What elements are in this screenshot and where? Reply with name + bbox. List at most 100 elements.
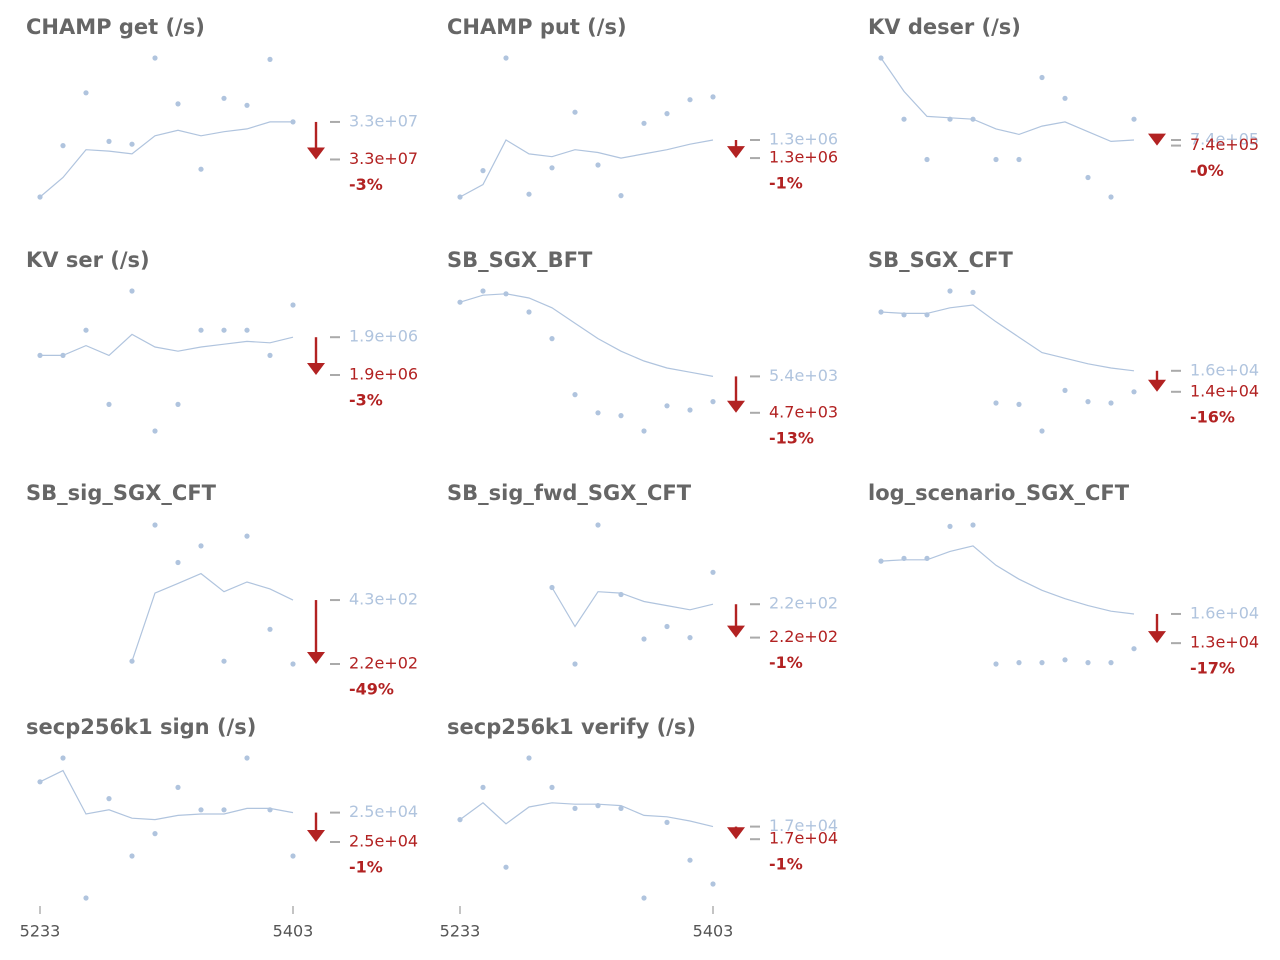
data-point xyxy=(664,403,670,409)
chart-title: SB_sig_SGX_CFT xyxy=(26,481,217,505)
data-point xyxy=(244,102,250,108)
data-point xyxy=(901,312,907,318)
data-point xyxy=(993,661,999,667)
data-point xyxy=(1131,116,1137,122)
data-point xyxy=(595,522,601,528)
data-point xyxy=(106,796,112,802)
current-value-label: 1.9e+06 xyxy=(349,365,418,384)
data-point xyxy=(549,336,555,342)
current-value-label: 4.7e+03 xyxy=(769,402,838,421)
data-point xyxy=(175,559,181,566)
data-point xyxy=(106,401,112,407)
data-point xyxy=(152,428,158,434)
data-point xyxy=(641,428,647,434)
data-point xyxy=(641,636,647,642)
data-point xyxy=(970,116,976,122)
series-line xyxy=(131,572,294,662)
data-point xyxy=(641,895,647,901)
data-point xyxy=(572,661,578,667)
data-point xyxy=(244,755,250,761)
data-point xyxy=(901,555,907,562)
data-point xyxy=(1131,646,1137,652)
prev-value-label: 3.3e+07 xyxy=(349,111,418,130)
chart-panel: SB_SGX_CFT 1.6e+04 1.4e+04 -16% xyxy=(868,248,1259,434)
data-point xyxy=(618,805,624,812)
data-point xyxy=(664,819,670,826)
data-point xyxy=(198,327,204,333)
x-tick-label: 5233 xyxy=(440,922,481,941)
chart-title: SB_sig_fwd_SGX_CFT xyxy=(447,481,692,505)
x-tick-label: 5403 xyxy=(693,922,734,941)
data-point xyxy=(618,193,624,199)
chart-panel: secp256k1 verify (/s) 1.7e+041.7e+04 -1% 52… xyxy=(440,715,838,941)
data-point xyxy=(106,138,112,144)
chart-panel: KV deser (/s) 7.4e+057.4e+05 -0% xyxy=(868,15,1259,200)
data-point xyxy=(221,327,227,333)
data-point xyxy=(152,522,158,528)
series-line xyxy=(880,545,1135,615)
data-point xyxy=(595,410,601,416)
data-point xyxy=(1016,401,1022,407)
change-percent-label: -49% xyxy=(349,680,394,699)
data-point xyxy=(878,55,884,61)
change-percent-label: -13% xyxy=(769,428,814,447)
data-point xyxy=(503,291,509,297)
data-point xyxy=(687,97,693,103)
chart-title: CHAMP put (/s) xyxy=(447,15,627,39)
series-line xyxy=(880,57,1135,143)
change-percent-label: -3% xyxy=(349,391,383,410)
chart-title: CHAMP get (/s) xyxy=(26,15,205,39)
data-point xyxy=(1062,387,1068,393)
data-point xyxy=(60,143,66,149)
prev-value-label: 1.9e+06 xyxy=(349,327,418,346)
data-point xyxy=(572,805,578,812)
data-point xyxy=(595,162,601,168)
data-point xyxy=(129,658,135,664)
data-point xyxy=(290,661,296,667)
change-arrow-head xyxy=(1148,631,1166,644)
data-point xyxy=(924,555,930,562)
chart-title: secp256k1 verify (/s) xyxy=(447,715,696,739)
data-point xyxy=(526,309,532,315)
chart-panel: SB_sig_SGX_CFT 4.3e+02 2.2e+02 -49% xyxy=(26,481,418,699)
chart-title: KV ser (/s) xyxy=(26,248,150,272)
current-value-label: 2.2e+02 xyxy=(349,654,418,673)
change-percent-label: -1% xyxy=(769,653,803,672)
data-point xyxy=(993,400,999,406)
data-point xyxy=(526,755,532,761)
data-point xyxy=(664,623,670,630)
data-point xyxy=(457,817,463,823)
data-point xyxy=(993,156,999,163)
data-point xyxy=(290,119,296,125)
change-arrow-head xyxy=(727,146,745,159)
data-point xyxy=(595,803,601,809)
change-arrow-head xyxy=(307,147,325,160)
data-point xyxy=(970,289,976,295)
prev-value-label: 2.2e+02 xyxy=(769,594,838,613)
data-point xyxy=(503,55,509,61)
change-arrow-head xyxy=(307,830,325,842)
data-point xyxy=(1085,399,1091,405)
data-point xyxy=(290,302,296,308)
data-point xyxy=(83,90,89,96)
data-point xyxy=(687,857,693,863)
prev-value-label: 1.3e+06 xyxy=(769,130,838,149)
data-point xyxy=(503,864,509,870)
series-line xyxy=(459,139,714,198)
data-point xyxy=(175,401,181,407)
data-point xyxy=(947,116,953,122)
data-point xyxy=(1108,400,1114,406)
data-point xyxy=(947,523,953,530)
data-point xyxy=(152,831,158,837)
prev-value-label: 1.6e+04 xyxy=(1190,360,1259,379)
data-point xyxy=(901,116,907,122)
data-point xyxy=(549,784,555,791)
prev-value-label: 2.5e+04 xyxy=(349,802,418,821)
data-point xyxy=(687,635,693,641)
data-point xyxy=(198,543,204,549)
data-point xyxy=(83,895,89,901)
data-point xyxy=(267,56,273,63)
data-point xyxy=(1131,389,1137,395)
data-point xyxy=(480,784,486,791)
